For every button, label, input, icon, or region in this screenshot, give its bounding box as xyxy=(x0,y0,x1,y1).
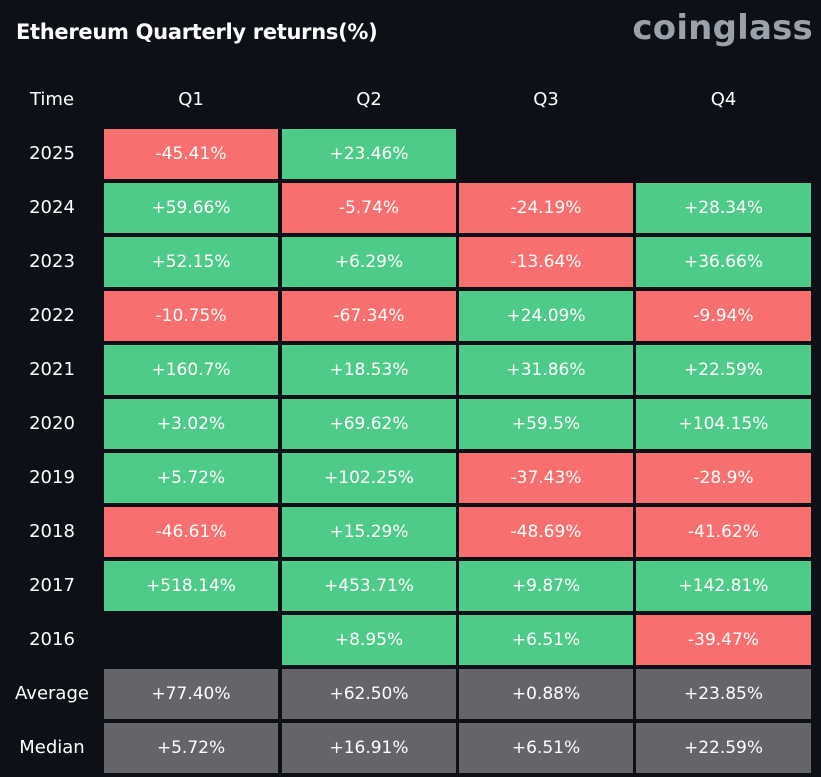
return-cell: -67.34% xyxy=(282,291,456,341)
return-cell: +9.87% xyxy=(459,561,633,611)
row-label: 2016 xyxy=(29,629,75,650)
return-cell: +6.51% xyxy=(459,723,633,773)
summary-row-average: Average +77.40% +62.50% +0.88% +23.85% xyxy=(0,669,821,723)
return-cell: +22.59% xyxy=(636,723,811,773)
return-cell: +18.53% xyxy=(282,345,456,395)
return-cell: +518.14% xyxy=(104,561,278,611)
return-cell: +59.5% xyxy=(459,399,633,449)
year-row-2022: 2022 -10.75% -67.34% +24.09% -9.94% xyxy=(0,291,821,345)
return-cell: -9.94% xyxy=(636,291,811,341)
year-row-2025: 2025 -45.41% +23.46% xyxy=(0,129,821,183)
column-header-q4: Q4 xyxy=(710,89,737,110)
return-cell: +77.40% xyxy=(104,669,278,719)
row-label: 2024 xyxy=(29,197,75,218)
return-cell: +0.88% xyxy=(459,669,633,719)
page-title: Ethereum Quarterly returns(%) xyxy=(16,20,378,44)
return-cell: -48.69% xyxy=(459,507,633,557)
year-row-2016: 2016 +8.95% +6.51% -39.47% xyxy=(0,615,821,669)
column-header-q2: Q2 xyxy=(356,89,382,110)
return-cell: +5.72% xyxy=(104,453,278,503)
return-cell: -37.43% xyxy=(459,453,633,503)
row-label: Average xyxy=(15,683,89,704)
year-row-2019: 2019 +5.72% +102.25% -37.43% -28.9% xyxy=(0,453,821,507)
row-label: 2021 xyxy=(29,359,75,380)
year-row-2020: 2020 +3.02% +69.62% +59.5% +104.15% xyxy=(0,399,821,453)
return-cell: +23.46% xyxy=(282,129,456,179)
column-header-q3: Q3 xyxy=(533,89,559,110)
row-label: 2022 xyxy=(29,305,75,326)
row-label: 2017 xyxy=(29,575,75,596)
row-label: 2018 xyxy=(29,521,75,542)
return-cell: +52.15% xyxy=(104,237,278,287)
return-cell: +160.7% xyxy=(104,345,278,395)
return-cell: +62.50% xyxy=(282,669,456,719)
header-row: Time Q1 Q2 Q3 Q4 xyxy=(0,75,821,129)
return-cell: -46.61% xyxy=(104,507,278,557)
return-cell: +104.15% xyxy=(636,399,811,449)
return-cell: +142.81% xyxy=(636,561,811,611)
return-cell: -39.47% xyxy=(636,615,811,665)
return-cell: -28.9% xyxy=(636,453,811,503)
year-row-2021: 2021 +160.7% +18.53% +31.86% +22.59% xyxy=(0,345,821,399)
empty-cell xyxy=(104,615,278,665)
return-cell: -10.75% xyxy=(104,291,278,341)
return-cell: +28.34% xyxy=(636,183,811,233)
return-cell: +23.85% xyxy=(636,669,811,719)
year-row-2017: 2017 +518.14% +453.71% +9.87% +142.81% xyxy=(0,561,821,615)
return-cell: +69.62% xyxy=(282,399,456,449)
return-cell: +31.86% xyxy=(459,345,633,395)
return-cell: +6.51% xyxy=(459,615,633,665)
row-label: 2020 xyxy=(29,413,75,434)
year-row-2024: 2024 +59.66% -5.74% -24.19% +28.34% xyxy=(0,183,821,237)
return-cell: +59.66% xyxy=(104,183,278,233)
empty-cell xyxy=(636,129,811,179)
row-label: 2019 xyxy=(29,467,75,488)
return-cell: +453.71% xyxy=(282,561,456,611)
return-cell: +15.29% xyxy=(282,507,456,557)
return-cell: +8.95% xyxy=(282,615,456,665)
return-cell: -41.62% xyxy=(636,507,811,557)
return-cell: -5.74% xyxy=(282,183,456,233)
column-header-q1: Q1 xyxy=(178,89,204,110)
return-cell: +22.59% xyxy=(636,345,811,395)
year-row-2023: 2023 +52.15% +6.29% -13.64% +36.66% xyxy=(0,237,821,291)
return-cell: +3.02% xyxy=(104,399,278,449)
return-cell: +6.29% xyxy=(282,237,456,287)
return-cell: +36.66% xyxy=(636,237,811,287)
return-cell: -45.41% xyxy=(104,129,278,179)
return-cell: +16.91% xyxy=(282,723,456,773)
return-cell: +5.72% xyxy=(104,723,278,773)
year-row-2018: 2018 -46.61% +15.29% -48.69% -41.62% xyxy=(0,507,821,561)
empty-cell xyxy=(459,129,633,179)
header-corner-label: Time xyxy=(29,89,75,110)
row-label: 2025 xyxy=(29,143,75,164)
return-cell: +24.09% xyxy=(459,291,633,341)
summary-row-median: Median +5.72% +16.91% +6.51% +22.59% xyxy=(0,723,821,777)
row-label: 2023 xyxy=(29,251,75,272)
row-label: Median xyxy=(19,737,85,758)
return-cell: -13.64% xyxy=(459,237,633,287)
coinglass-logo: coinglass xyxy=(632,8,813,48)
return-cell: -24.19% xyxy=(459,183,633,233)
return-cell: +102.25% xyxy=(282,453,456,503)
